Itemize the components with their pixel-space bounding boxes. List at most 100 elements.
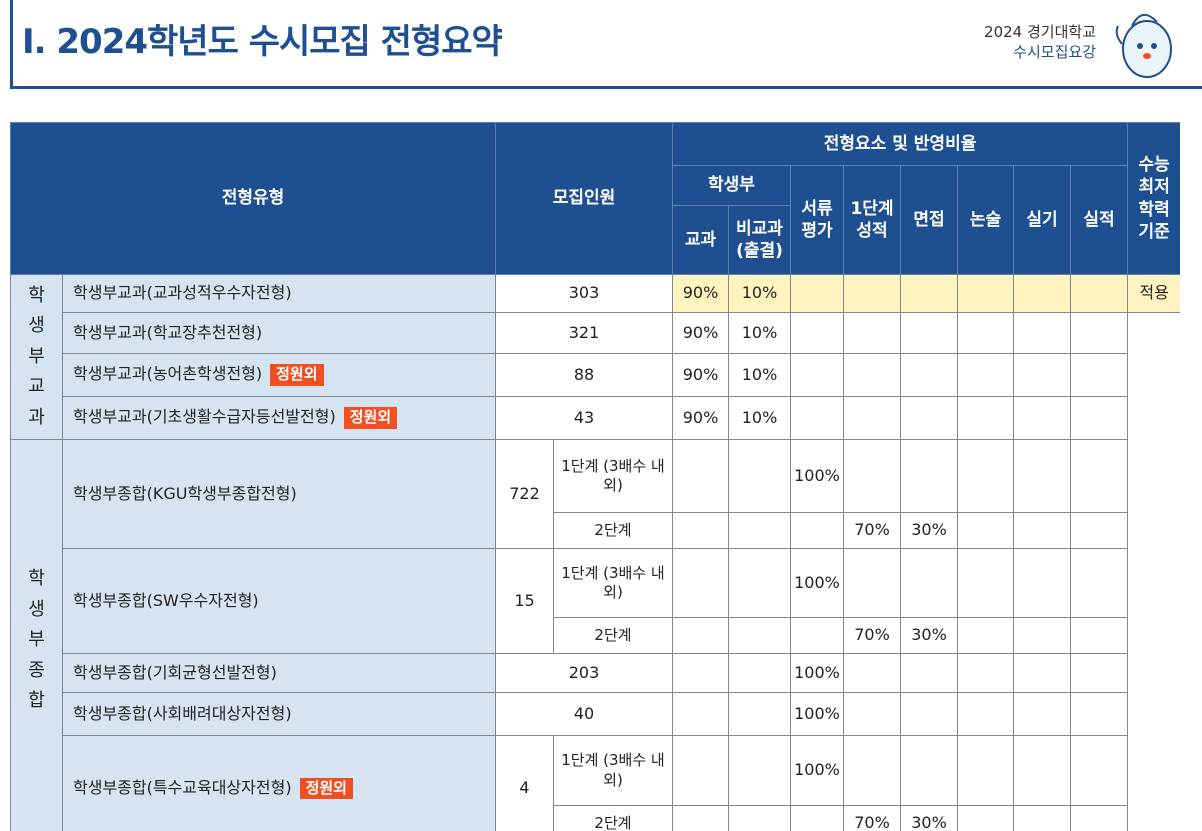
table-row: 전형유형 모집인원 전형요소 및 반영비율 수능 최저 학력 기준	[10, 122, 1180, 275]
empty-cell	[672, 439, 729, 513]
name-cell: 학생부종합(KGU학생부종합전형)	[62, 439, 496, 549]
name-cell: 학생부교과(기초생활수급자등선발전형) 정원외	[62, 396, 496, 440]
table-row: 학생부교과(농어촌학생전형) 정원외 88 90% 10%	[11, 353, 1181, 397]
empty-cell	[900, 548, 958, 618]
table-row: 학생부종합(SW우수자전형) 15 1단계 (3배수 내외) 100%	[11, 548, 1181, 654]
table-row: 학생부교과(학교장추천전형) 321 90% 10%	[11, 312, 1180, 831]
header-cell: 교과	[672, 205, 729, 275]
empty-cell	[843, 653, 901, 693]
value-cell: 10%	[728, 353, 791, 397]
selection-name: 학생부종합(사회배려대상자전형)	[73, 703, 292, 723]
selection-name: 학생부교과(기초생활수급자등선발전형)	[73, 407, 336, 427]
empty-cell	[957, 353, 1014, 397]
header-cell: 1단계 성적	[843, 165, 901, 275]
mascot	[1115, 14, 1172, 78]
stage-cell: 1단계 (3배수 내외)	[553, 439, 673, 513]
empty-cell	[843, 735, 901, 806]
empty-cell	[900, 692, 958, 736]
value-cell: 100%	[790, 735, 844, 806]
header-cell: 모집인원	[495, 122, 673, 275]
empty-cell	[843, 396, 901, 440]
csat-cell: 적용	[1127, 274, 1180, 313]
header-cell: 서류 평가	[790, 165, 844, 275]
table-row: 2단계 70% 30%	[11, 805, 1181, 831]
header-cell: 비교과 (출결)	[728, 205, 791, 275]
empty-cell	[957, 653, 1014, 693]
empty-cell	[900, 353, 958, 397]
value-cell: 10%	[728, 396, 791, 440]
empty-cell	[790, 617, 844, 654]
header-cell: 논술	[957, 165, 1014, 275]
empty-cell	[728, 439, 791, 513]
empty-cell	[728, 735, 791, 806]
empty-cell	[1013, 735, 1071, 806]
value-cell: 90%	[672, 353, 729, 397]
empty-cell	[1013, 512, 1071, 549]
empty-cell	[900, 439, 958, 513]
empty-cell	[900, 735, 958, 806]
badge: 정원외	[299, 777, 353, 800]
selection-name: 학생부종합(기회균형선발전형)	[73, 662, 277, 682]
table-row: 2단계 70% 30%	[11, 512, 1181, 549]
header-cell: 실기	[1013, 165, 1071, 275]
empty-cell	[843, 548, 901, 618]
value-cell: 70%	[843, 805, 901, 831]
badge: 정원외	[343, 407, 398, 429]
value-cell: 30%	[900, 617, 958, 654]
empty-cell	[957, 617, 1014, 654]
stage-cell: 2단계	[553, 617, 673, 654]
empty-cell	[728, 617, 791, 654]
value-cell: 90%	[672, 312, 729, 354]
empty-cell	[790, 805, 844, 831]
badge: 정원외	[270, 364, 324, 386]
empty-cell	[672, 653, 729, 693]
name-cell: 학생부종합(특수교육대상자전형) 정원외	[62, 735, 496, 831]
empty-cell	[1069, 805, 1129, 831]
value-cell: 10%	[728, 274, 791, 313]
empty-cell	[672, 512, 729, 549]
table-row: 2단계 70% 30%	[11, 617, 1181, 654]
group-label: 학생부종합	[28, 568, 45, 712]
value-cell: 100%	[790, 692, 844, 736]
quota-cell: 722	[495, 439, 554, 549]
empty-cell	[957, 805, 1014, 831]
header-cell: 면접	[900, 165, 958, 275]
value-cell: 100%	[790, 653, 844, 693]
table-row: 학생부 서류 평가 1단계 성적 면접 논술 실기 실적	[11, 165, 1181, 275]
empty-cell	[1069, 653, 1129, 693]
empty-cell	[843, 692, 901, 736]
empty-cell	[728, 653, 791, 693]
name-cell: 학생부교과(학교장추천전형)	[62, 312, 496, 354]
empty-cell	[728, 512, 791, 549]
value-cell: 10%	[728, 312, 791, 354]
empty-cell	[790, 312, 844, 354]
quota-cell: 321	[495, 312, 673, 354]
empty-cell	[957, 396, 1014, 440]
empty-cell	[843, 312, 901, 354]
quota-cell: 15	[495, 548, 554, 654]
name-cell: 학생부교과(농어촌학생전형) 정원외	[62, 353, 496, 397]
brand-line: 수시모집요강	[1013, 43, 1096, 61]
table-row: 학생부교과 학생부교과(교과성적우수자전형) 303 90% 10% 적용	[10, 274, 1180, 440]
value-cell: 30%	[900, 805, 958, 831]
quota-cell: 88	[495, 353, 673, 397]
empty-cell	[790, 512, 844, 549]
empty-cell	[1069, 692, 1129, 736]
page-title: I. 2024학년도 수시모집 전형요약	[22, 22, 503, 62]
empty-cell	[1013, 692, 1071, 736]
selection-name: 학생부교과(교과성적우수자전형)	[73, 283, 292, 303]
empty-cell	[900, 653, 958, 693]
header-cell: 수능 최저 학력 기준	[1127, 122, 1180, 275]
name-cell: 학생부종합(SW우수자전형)	[62, 548, 496, 654]
empty-cell	[957, 439, 1014, 513]
table-row: 학생부교과(기초생활수급자등선발전형) 정원외 43 90% 10%	[11, 396, 1181, 440]
selection-name: 학생부종합(SW우수자전형)	[73, 590, 259, 610]
empty-cell	[957, 548, 1014, 618]
summary-table: 전형유형 모집인원 전형요소 및 반영비율 수능 최저 학력 기준 학생부 서류 평가 1단…	[10, 122, 1180, 831]
empty-cell	[672, 805, 729, 831]
stage-cell: 2단계	[553, 805, 673, 831]
name-cell: 학생부종합(사회배려대상자전형)	[62, 692, 496, 736]
group-cell: 학생부종합	[10, 439, 63, 831]
empty-cell	[1013, 274, 1071, 313]
